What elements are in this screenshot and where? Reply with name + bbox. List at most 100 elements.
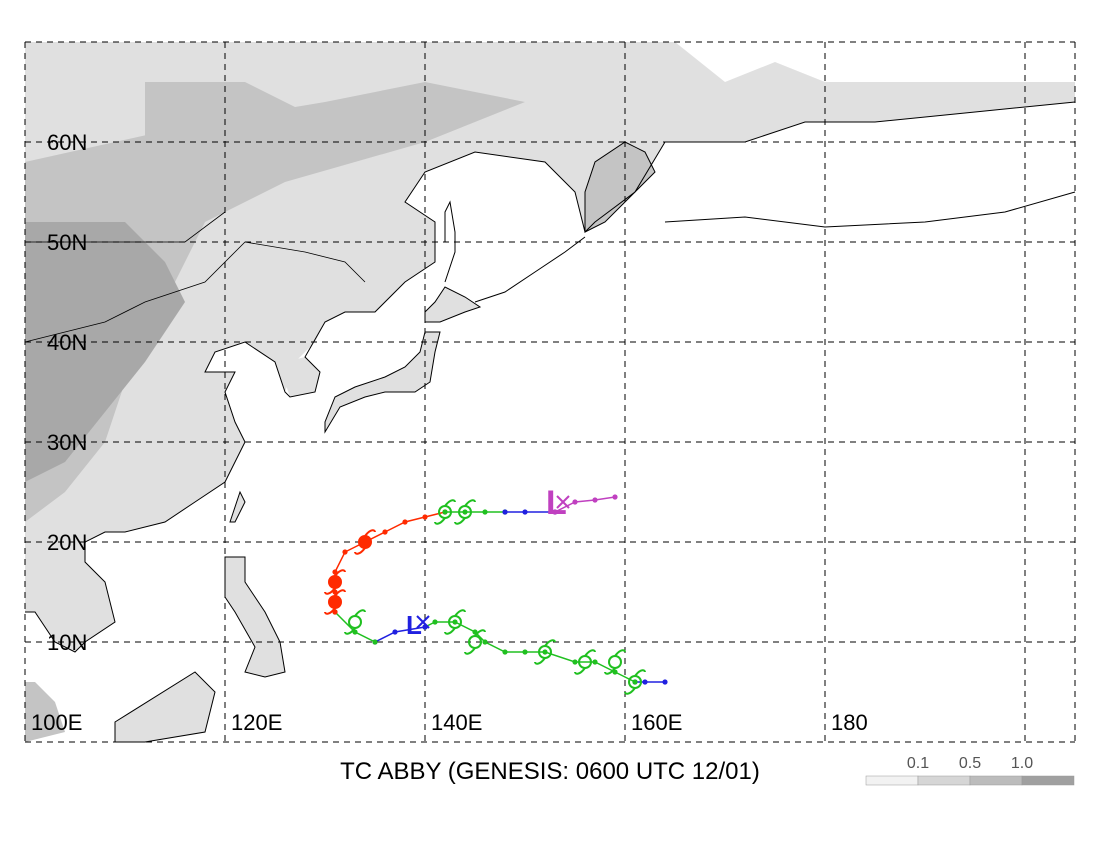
taiwan <box>230 492 245 522</box>
track-point <box>482 639 488 645</box>
track-segment <box>424 621 636 683</box>
graticule <box>24 41 1076 743</box>
lat-label: 40N <box>47 330 87 355</box>
typhoon-symbol-arm <box>364 529 376 537</box>
storm-symbol-arm <box>444 627 456 635</box>
malaya <box>25 682 65 742</box>
storm-symbol-arm <box>614 649 626 657</box>
border-line <box>24 241 366 343</box>
lon-label: 120E <box>231 710 282 735</box>
storm-symbol-arm <box>574 667 586 675</box>
track-point <box>592 659 598 665</box>
japan <box>325 332 440 432</box>
lat-label: 50N <box>47 230 87 255</box>
storm-symbol-arm <box>464 499 476 507</box>
track-point <box>552 509 558 515</box>
land-light <box>25 42 1075 652</box>
track-segment <box>554 496 616 513</box>
kamchatka <box>585 142 655 232</box>
storm-symbol <box>534 639 556 665</box>
storm-symbol-arm <box>544 639 556 647</box>
lat-label: 30N <box>47 430 87 455</box>
typhoon-symbol-arm <box>324 607 336 615</box>
storm-symbol-core <box>608 655 622 669</box>
border-line-north <box>25 211 226 243</box>
track-point <box>432 619 438 625</box>
storm-symbol <box>464 629 486 655</box>
storm-symbol <box>574 649 596 675</box>
lat-label: 10N <box>47 630 87 655</box>
dissipation-marker-x <box>556 495 570 509</box>
typhoon-symbol-arm <box>324 587 336 595</box>
storm-symbol <box>604 649 626 675</box>
legend-label: 0.1 <box>907 755 929 772</box>
typhoon-symbol <box>324 589 346 615</box>
storm-symbol-arm <box>464 647 476 655</box>
storm-symbol-arm <box>474 629 486 637</box>
track-point <box>632 679 638 685</box>
axis-labels: 60N 50N 40N 30N 20N 10N 100E 120E 140E 160E 180 <box>31 130 868 735</box>
track-point <box>522 649 528 655</box>
genesis-marker-x <box>416 615 430 629</box>
track-point <box>502 649 508 655</box>
track-point <box>442 509 448 515</box>
hokkaido <box>425 287 480 322</box>
dissipation-marker: L <box>546 484 567 522</box>
storm-symbol-arm <box>584 649 596 657</box>
typhoon-symbol-arm <box>334 589 346 597</box>
storm-symbol-arm <box>434 517 446 525</box>
coastlines <box>24 101 1076 743</box>
storm-symbol-arm <box>534 657 546 665</box>
track-segment <box>334 511 446 612</box>
land-dark <box>25 222 185 482</box>
track-point <box>452 619 458 625</box>
track-point <box>502 509 508 515</box>
track-point <box>422 514 428 520</box>
japan-coastline <box>324 331 441 434</box>
storm-symbol <box>624 669 646 695</box>
storm-symbol-arm <box>634 669 646 677</box>
storm-symbol-arm <box>354 609 366 617</box>
lat-label: 20N <box>47 530 87 555</box>
hokkaido-coastline <box>424 286 482 323</box>
legend-swatch <box>1021 775 1075 786</box>
lon-label: 180 <box>831 710 868 735</box>
typhoon-symbol-core <box>328 575 342 589</box>
track-point <box>592 497 598 503</box>
storm-symbol <box>454 499 476 525</box>
storm-symbol <box>444 609 466 635</box>
philippines <box>225 557 285 677</box>
track-point <box>572 499 578 505</box>
storm-symbol-arm <box>444 499 456 507</box>
typhoon-symbol-arm <box>334 569 346 577</box>
track-point <box>382 529 388 535</box>
track-point <box>542 649 548 655</box>
lon-label: 160E <box>631 710 682 735</box>
track-point <box>612 494 618 500</box>
storm-symbol-arm <box>604 667 616 675</box>
korea <box>285 357 320 397</box>
typhoon-symbol <box>354 529 376 555</box>
typhoon-symbol-core <box>358 535 372 549</box>
track-point <box>662 679 668 685</box>
kuril-islands <box>474 236 586 303</box>
storm-symbol <box>434 499 456 525</box>
track-point <box>392 629 398 635</box>
track-point <box>522 509 528 515</box>
borneo-coastline <box>114 671 216 743</box>
lat-label: 60N <box>47 130 87 155</box>
storm-symbol <box>344 609 366 635</box>
sakhalin-coastline <box>444 200 456 283</box>
track-point <box>342 549 348 555</box>
storm-symbol-core <box>348 615 362 629</box>
track-point <box>482 509 488 515</box>
philippines-coastline <box>224 556 286 678</box>
track-point <box>462 509 468 515</box>
chart-title: TC ABBY (GENESIS: 0600 UTC 12/01) <box>340 758 760 785</box>
taiwan-coastline <box>229 490 246 523</box>
borneo <box>115 672 215 742</box>
storm-track: LL <box>324 484 668 695</box>
storm-symbol-arm <box>344 627 356 635</box>
asia-coastline <box>25 101 1076 653</box>
